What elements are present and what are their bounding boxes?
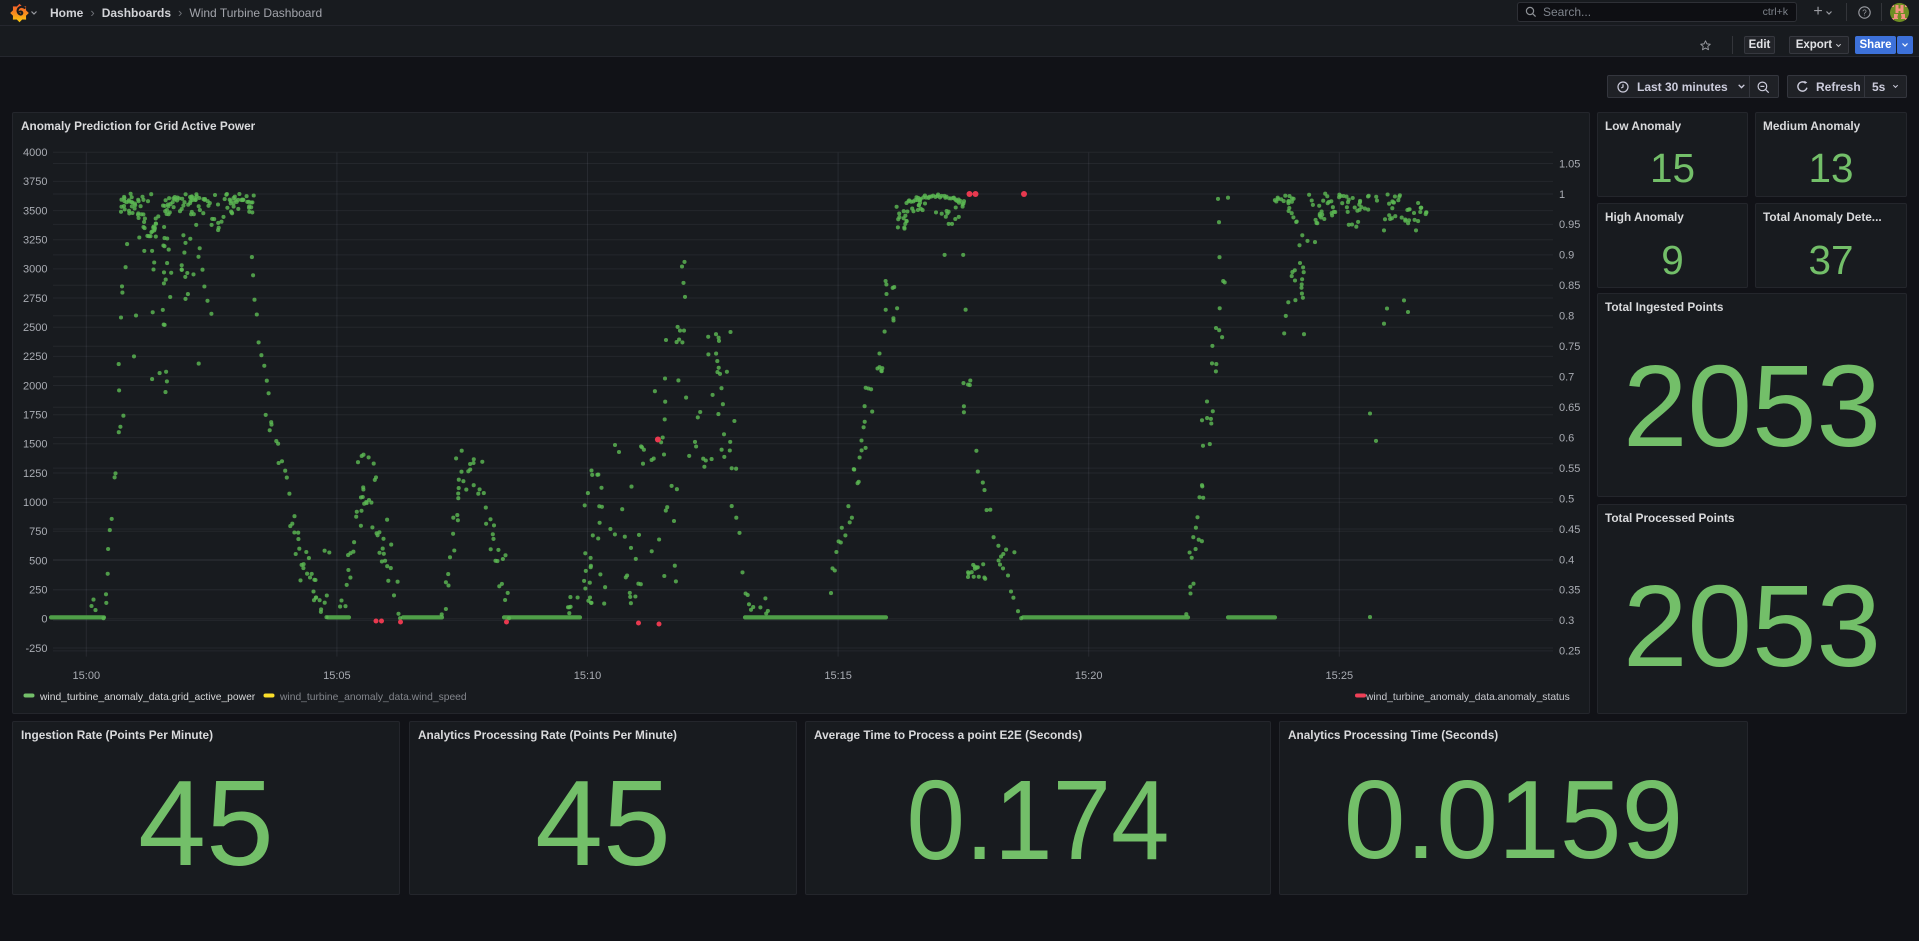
svg-text:15:10: 15:10 [574, 670, 602, 682]
svg-text:0.6: 0.6 [1559, 432, 1574, 444]
svg-text:wind_turbine_anomaly_data.anom: wind_turbine_anomaly_data.anomaly_status [1365, 692, 1570, 703]
svg-text:3500: 3500 [23, 205, 47, 217]
svg-text:2750: 2750 [23, 293, 47, 305]
svg-text:0.55: 0.55 [1559, 463, 1580, 475]
svg-text:1: 1 [1559, 189, 1565, 201]
svg-text:15:05: 15:05 [323, 670, 351, 682]
svg-text:0.25: 0.25 [1559, 646, 1580, 658]
svg-text:0.95: 0.95 [1559, 219, 1580, 231]
svg-text:0: 0 [41, 614, 47, 626]
svg-text:2500: 2500 [23, 322, 47, 334]
svg-text:0.45: 0.45 [1559, 524, 1580, 536]
svg-text:0.75: 0.75 [1559, 341, 1580, 353]
svg-text:0.65: 0.65 [1559, 402, 1580, 414]
svg-text:3250: 3250 [23, 235, 47, 247]
svg-text:750: 750 [29, 526, 47, 538]
svg-text:0.35: 0.35 [1559, 585, 1580, 597]
svg-text:0.3: 0.3 [1559, 615, 1574, 627]
svg-text:3000: 3000 [23, 264, 47, 276]
svg-text:0.7: 0.7 [1559, 372, 1574, 384]
svg-text:0.8: 0.8 [1559, 311, 1574, 323]
svg-text:4000: 4000 [23, 147, 47, 159]
svg-text:wind_turbine_anomaly_data.wind: wind_turbine_anomaly_data.wind_speed [279, 692, 467, 703]
svg-text:2250: 2250 [23, 351, 47, 363]
svg-text:250: 250 [29, 584, 47, 596]
svg-text:15:25: 15:25 [1326, 670, 1354, 682]
svg-text:1500: 1500 [23, 439, 47, 451]
svg-text:1000: 1000 [23, 497, 47, 509]
svg-text:0.4: 0.4 [1559, 554, 1574, 566]
svg-text:1750: 1750 [23, 410, 47, 422]
svg-text:15:15: 15:15 [824, 670, 852, 682]
svg-text:1250: 1250 [23, 468, 47, 480]
svg-text:15:20: 15:20 [1075, 670, 1103, 682]
svg-text:0.9: 0.9 [1559, 250, 1574, 262]
svg-text:0.85: 0.85 [1559, 280, 1580, 292]
svg-text:0.5: 0.5 [1559, 493, 1574, 505]
svg-text:-250: -250 [25, 643, 47, 655]
svg-text:3750: 3750 [23, 176, 47, 188]
svg-text:wind_turbine_anomaly_data.grid: wind_turbine_anomaly_data.grid_active_po… [39, 692, 256, 703]
svg-text:15:00: 15:00 [73, 670, 101, 682]
svg-text:500: 500 [29, 555, 47, 567]
svg-text:1.05: 1.05 [1559, 158, 1580, 170]
svg-text:2000: 2000 [23, 380, 47, 392]
svg-text:?: ? [1862, 8, 1867, 17]
